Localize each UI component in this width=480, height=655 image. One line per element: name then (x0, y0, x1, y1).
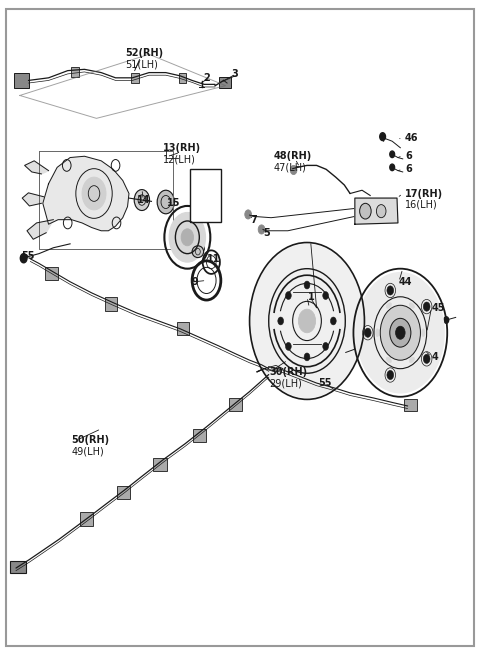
Text: 55: 55 (22, 251, 35, 261)
Text: 29(LH): 29(LH) (270, 378, 302, 388)
FancyBboxPatch shape (219, 77, 231, 88)
Text: 52(RH): 52(RH) (125, 48, 163, 58)
Circle shape (423, 354, 430, 364)
FancyBboxPatch shape (131, 73, 139, 83)
Circle shape (387, 286, 394, 295)
Polygon shape (355, 198, 398, 224)
Circle shape (390, 318, 411, 347)
FancyBboxPatch shape (229, 398, 242, 411)
Circle shape (304, 353, 310, 361)
Text: 30(RH): 30(RH) (270, 367, 308, 377)
Text: 9: 9 (191, 277, 198, 287)
Text: 14: 14 (137, 195, 150, 205)
Text: 3: 3 (232, 69, 239, 79)
FancyBboxPatch shape (117, 485, 130, 498)
FancyBboxPatch shape (105, 297, 118, 310)
Ellipse shape (386, 357, 392, 363)
FancyBboxPatch shape (71, 67, 79, 77)
Circle shape (286, 291, 291, 299)
Circle shape (390, 164, 395, 171)
Circle shape (353, 346, 358, 352)
Text: 47(LH): 47(LH) (274, 162, 306, 172)
Circle shape (323, 343, 328, 350)
Text: 45: 45 (432, 303, 445, 313)
Circle shape (251, 244, 363, 398)
Text: 7: 7 (250, 215, 257, 225)
FancyBboxPatch shape (14, 73, 29, 88)
Circle shape (356, 272, 445, 394)
Circle shape (20, 253, 27, 263)
FancyBboxPatch shape (190, 169, 221, 221)
Text: 49(LH): 49(LH) (72, 446, 104, 456)
Ellipse shape (192, 246, 204, 257)
Circle shape (290, 166, 297, 174)
Circle shape (364, 328, 371, 337)
Text: 4: 4 (432, 352, 438, 362)
Text: 11: 11 (207, 254, 220, 264)
Text: 8: 8 (204, 182, 211, 192)
FancyBboxPatch shape (45, 267, 58, 280)
Polygon shape (22, 193, 44, 206)
Circle shape (380, 133, 385, 141)
Text: 12(LH): 12(LH) (163, 155, 196, 164)
Circle shape (423, 302, 430, 311)
Circle shape (157, 190, 174, 214)
Circle shape (181, 229, 193, 246)
Circle shape (245, 210, 252, 219)
Circle shape (304, 281, 310, 289)
Text: 50(RH): 50(RH) (72, 435, 109, 445)
Circle shape (376, 204, 386, 217)
Circle shape (169, 212, 205, 262)
Text: 10: 10 (192, 244, 206, 254)
Circle shape (396, 326, 405, 339)
Circle shape (380, 305, 420, 360)
FancyBboxPatch shape (6, 9, 474, 646)
Circle shape (299, 309, 316, 333)
Circle shape (286, 343, 291, 350)
FancyBboxPatch shape (179, 73, 186, 83)
Circle shape (309, 295, 313, 301)
Polygon shape (27, 219, 53, 239)
Text: 44: 44 (399, 277, 412, 287)
Text: 58: 58 (200, 200, 215, 210)
Ellipse shape (386, 303, 392, 309)
Text: 15: 15 (167, 198, 180, 208)
Polygon shape (257, 365, 283, 372)
FancyBboxPatch shape (193, 429, 206, 442)
Text: 5: 5 (263, 228, 270, 238)
Text: 16(LH): 16(LH) (405, 200, 438, 210)
Circle shape (360, 203, 371, 219)
Polygon shape (43, 157, 129, 231)
FancyBboxPatch shape (80, 512, 93, 525)
Text: 51(LH): 51(LH) (125, 59, 158, 69)
Text: 13(RH): 13(RH) (163, 143, 202, 153)
Text: 17(RH): 17(RH) (405, 189, 443, 198)
Circle shape (444, 317, 449, 324)
Text: 46: 46 (405, 133, 419, 143)
Text: 6: 6 (405, 164, 412, 174)
Ellipse shape (409, 357, 414, 363)
Ellipse shape (421, 329, 425, 337)
Ellipse shape (376, 329, 379, 337)
FancyBboxPatch shape (154, 458, 167, 472)
Circle shape (330, 317, 336, 325)
Circle shape (323, 291, 328, 299)
Circle shape (258, 225, 265, 234)
Circle shape (82, 177, 106, 210)
FancyBboxPatch shape (10, 561, 25, 573)
Text: 2: 2 (203, 73, 210, 83)
Circle shape (387, 371, 394, 380)
Text: 6: 6 (405, 151, 412, 160)
Text: 1: 1 (308, 291, 314, 302)
Text: 48(RH): 48(RH) (274, 151, 312, 161)
FancyBboxPatch shape (404, 400, 417, 411)
Text: 55: 55 (318, 378, 332, 388)
Circle shape (278, 317, 284, 325)
Ellipse shape (409, 303, 414, 309)
Circle shape (134, 189, 150, 210)
FancyBboxPatch shape (177, 322, 189, 335)
Circle shape (390, 151, 395, 158)
Polygon shape (24, 161, 48, 174)
